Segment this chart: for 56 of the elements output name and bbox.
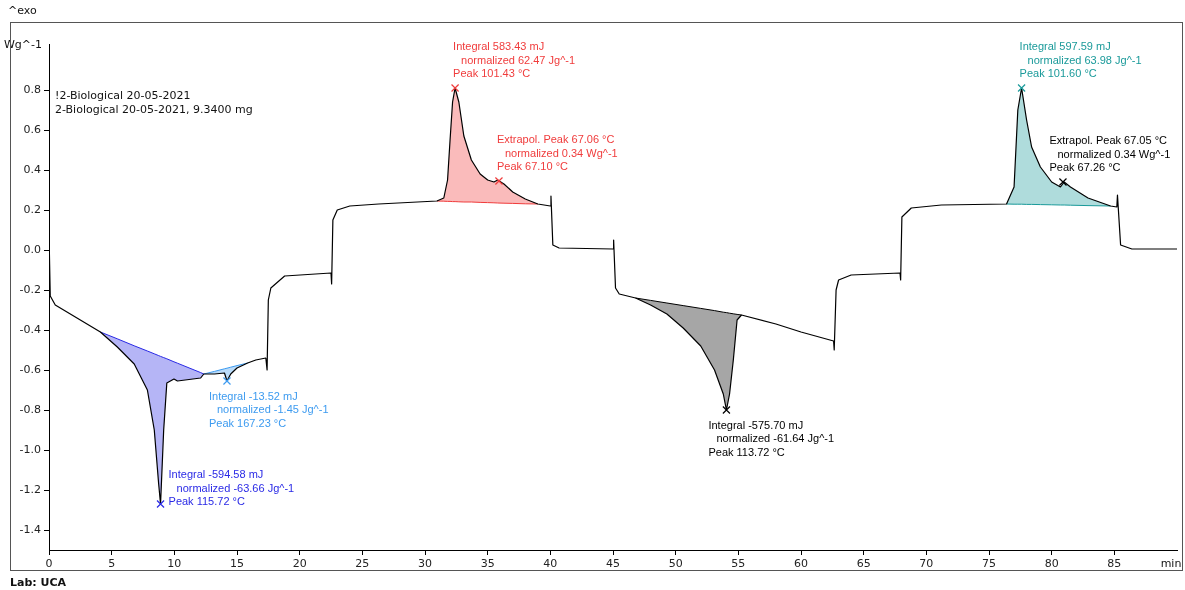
x-tick-label: 85: [1107, 557, 1122, 571]
x-axis-title: min: [1160, 557, 1182, 571]
annotation: Integral 583.43 mJ: [453, 40, 545, 53]
x-tick-label: 45: [606, 557, 620, 571]
annotation: Peak 67.10 °C: [496, 160, 569, 173]
y-tick-label: -1.4: [19, 522, 41, 536]
annotation: Peak 115.72 °C: [168, 495, 245, 508]
y-tick-label: -0.6: [19, 362, 41, 376]
annotation: Integral -575.70 mJ: [708, 418, 804, 431]
x-tick-label: 10: [167, 557, 182, 571]
y-tick-label: -0.2: [19, 282, 41, 296]
y-tick-label: -0.4: [19, 322, 41, 336]
x-tick-label: 0: [45, 557, 53, 571]
annotation: normalized -61.64 Jg^-1: [716, 432, 835, 445]
y-tick-label: 0.6: [23, 122, 41, 136]
annotation: normalized 63.98 Jg^-1: [1027, 53, 1142, 66]
annotation: Peak 67.26 °C: [1049, 161, 1121, 174]
x-tick-label: 75: [982, 557, 996, 571]
annotation: Peak 113.72 °C: [708, 445, 785, 458]
annotation: normalized 0.34 Wg^-1: [504, 146, 618, 159]
x-tick-label: 35: [480, 557, 495, 571]
text: ^exo: [8, 4, 37, 18]
annotation: Extrapol. Peak 67.05 °C: [1049, 134, 1168, 147]
x-tick-label: 65: [856, 557, 871, 571]
x-tick-label: 70: [919, 557, 934, 571]
y-tick-label: 0.4: [23, 162, 41, 176]
annotation: normalized 0.34 Wg^-1: [1057, 147, 1171, 160]
annotation: Peak 101.43 °C: [453, 67, 531, 80]
y-tick-label: -0.8: [19, 402, 41, 416]
annotation: Integral -13.52 mJ: [208, 389, 298, 402]
y-tick-label: 0.8: [23, 82, 41, 96]
y-tick-label: 0.0: [23, 242, 41, 256]
x-tick-label: 50: [668, 557, 683, 571]
annotation: Peak 101.60 °C: [1019, 67, 1097, 80]
annotation: Peak 167.23 °C: [208, 416, 287, 429]
annotation: Integral -594.58 mJ: [168, 468, 264, 481]
x-tick-label: 40: [543, 557, 558, 571]
annotation: Extrapol. Peak 67.06 °C: [496, 133, 615, 146]
y-tick-label: 0.2: [23, 202, 41, 216]
annotation: Integral 597.59 mJ: [1019, 40, 1111, 53]
x-tick-label: 5: [108, 557, 116, 571]
x-tick-label: 80: [1044, 557, 1059, 571]
x-tick-label: 30: [418, 557, 432, 571]
x-tick-label: 25: [355, 557, 370, 571]
x-tick-label: 15: [230, 557, 244, 571]
y-tick-label: -1.0: [19, 442, 41, 456]
x-tick-label: 60: [794, 557, 808, 571]
annotation: 2-Biological 20-05-2021, 9.3400 mg: [55, 102, 253, 116]
annotation: normalized -1.45 Jg^-1: [216, 403, 329, 416]
x-tick-label: 20: [292, 557, 307, 571]
text: Lab: UCA: [10, 576, 67, 590]
annotation: !2-Biological 20-05-2021: [55, 89, 191, 103]
y-tick-label: -1.2: [19, 482, 41, 496]
annotation: normalized -63.66 Jg^-1: [176, 481, 295, 494]
x-tick-label: 55: [731, 557, 746, 571]
annotation: normalized 62.47 Jg^-1: [461, 53, 576, 66]
